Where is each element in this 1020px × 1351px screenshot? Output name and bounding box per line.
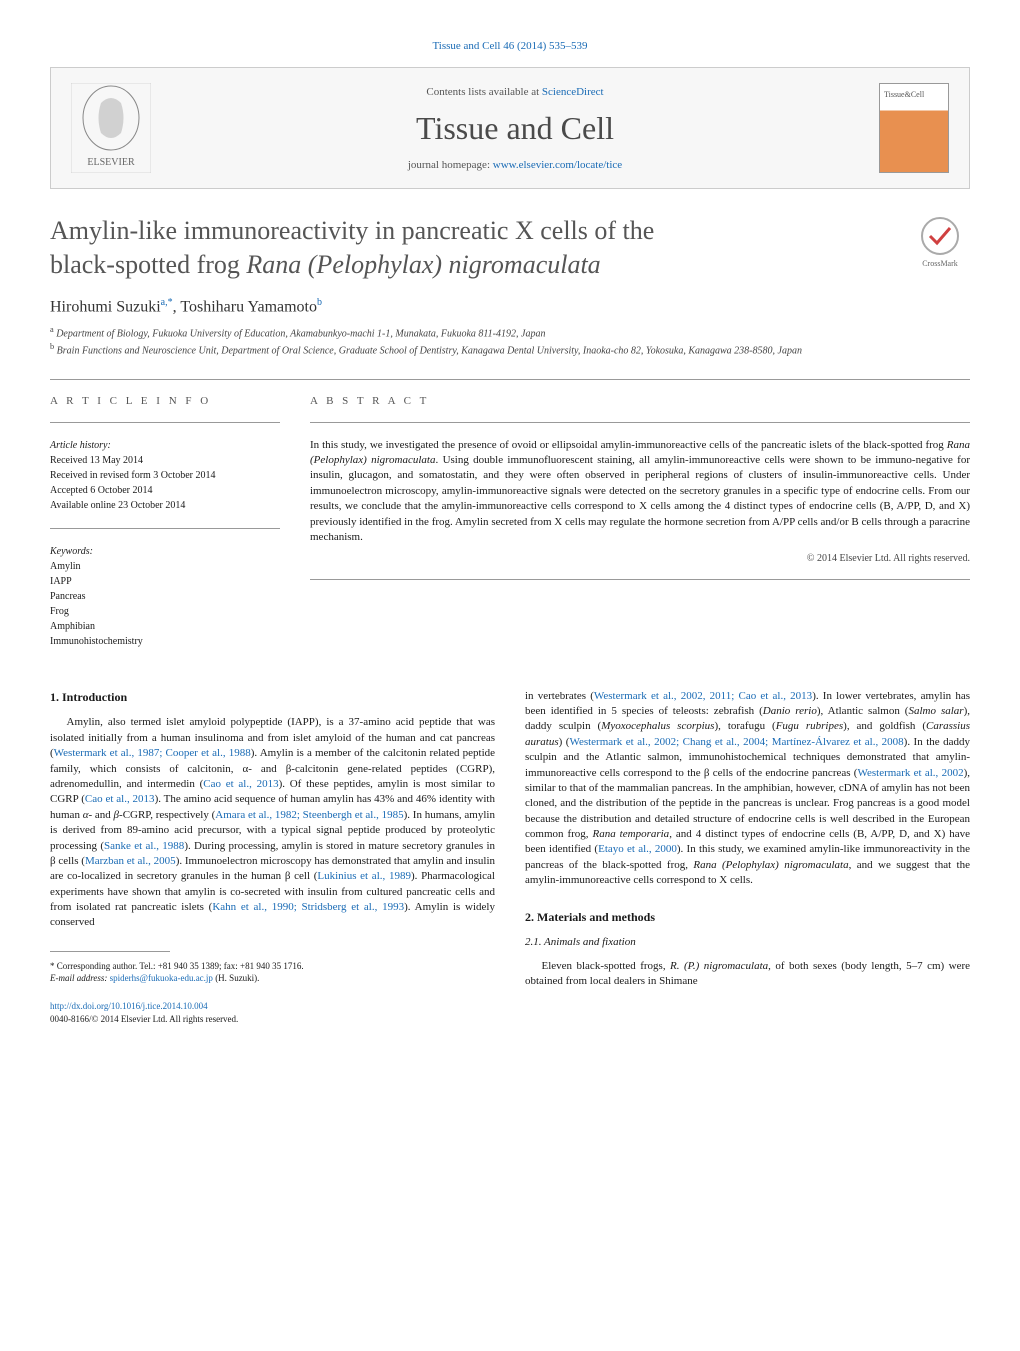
contents-line: Contents lists available at ScienceDirec… (151, 86, 879, 98)
journal-name: Tissue and Cell (151, 110, 879, 147)
divider (50, 379, 970, 380)
abstract-copyright: © 2014 Elsevier Ltd. All rights reserved… (310, 553, 970, 564)
article-title: Amylin-like immunoreactivity in pancreat… (50, 214, 890, 282)
authors: Hirohumi Suzukia,*, Toshiharu Yamamotob (50, 297, 970, 316)
email-link[interactable]: spiderhs@fukuoka-edu.ac.jp (110, 973, 213, 983)
citation-link[interactable]: Kahn et al., 1990; Stridsberg et al., 19… (212, 901, 404, 913)
crossmark-badge[interactable]: CrossMark (910, 214, 970, 274)
citation-link[interactable]: Lukinius et al., 1989 (317, 870, 411, 882)
citation-link[interactable]: Cao et al., 2013 (85, 793, 155, 805)
column-left: 1. Introduction Amylin, also termed isle… (50, 689, 495, 1026)
corresponding-author-footnote: * Corresponding author. Tel.: +81 940 35… (50, 960, 495, 985)
masthead: ELSEVIER Contents lists available at Sci… (50, 67, 970, 189)
citation-link[interactable]: Cao et al., 2013 (203, 778, 278, 790)
citation-link[interactable]: Marzban et al., 2005 (85, 855, 176, 867)
sciencedirect-link[interactable]: ScienceDirect (542, 86, 604, 98)
intro-paragraph-cont: in vertebrates (Westermark et al., 2002,… (525, 689, 970, 889)
citation-link[interactable]: Amara et al., 1982; Steenbergh et al., 1… (215, 809, 403, 821)
intro-heading: 1. Introduction (50, 689, 495, 706)
affiliations: a Department of Biology, Fukuoka Univers… (50, 324, 970, 359)
abstract-label: A B S T R A C T (310, 395, 970, 407)
abstract-text: In this study, we investigated the prese… (310, 438, 970, 546)
citation-link[interactable]: Westermark et al., 2002 (857, 767, 963, 779)
body-columns: 1. Introduction Amylin, also termed isle… (50, 689, 970, 1026)
methods-subheading: 2.1. Animals and fixation (525, 935, 970, 950)
keywords-list: Amylin IAPP Pancreas Frog Amphibian Immu… (50, 559, 280, 649)
homepage-link[interactable]: www.elsevier.com/locate/tice (493, 159, 622, 171)
citation-link[interactable]: Etayo et al., 2000 (598, 843, 677, 855)
article-info-label: A R T I C L E I N F O (50, 395, 280, 407)
doi-link[interactable]: http://dx.doi.org/10.1016/j.tice.2014.10… (50, 1001, 208, 1011)
methods-heading: 2. Materials and methods (525, 909, 970, 926)
svg-text:ELSEVIER: ELSEVIER (87, 157, 135, 168)
methods-paragraph: Eleven black-spotted frogs, R. (P.) nigr… (525, 959, 970, 990)
citation-link[interactable]: Westermark et al., 2002, 2011; Cao et al… (594, 690, 812, 702)
intro-paragraph: Amylin, also termed islet amyloid polype… (50, 715, 495, 930)
citation-link[interactable]: Westermark et al., 2002; Chang et al., 2… (569, 736, 903, 748)
column-right: in vertebrates (Westermark et al., 2002,… (525, 689, 970, 1026)
svg-text:CrossMark: CrossMark (922, 259, 958, 268)
elsevier-logo: ELSEVIER (71, 83, 151, 173)
header-citation: Tissue and Cell 46 (2014) 535–539 (50, 40, 970, 52)
citation-link[interactable]: Sanke et al., 1988 (104, 840, 184, 852)
footnote-separator (50, 951, 170, 952)
citation-link[interactable]: Westermark et al., 1987; Cooper et al., … (54, 747, 251, 759)
footer: http://dx.doi.org/10.1016/j.tice.2014.10… (50, 1000, 495, 1025)
homepage-line: journal homepage: www.elsevier.com/locat… (151, 159, 879, 171)
article-info: A R T I C L E I N F O Article history: R… (50, 395, 280, 664)
journal-cover-thumb: Tissue&Cell (879, 83, 949, 173)
abstract: A B S T R A C T In this study, we invest… (310, 395, 970, 664)
